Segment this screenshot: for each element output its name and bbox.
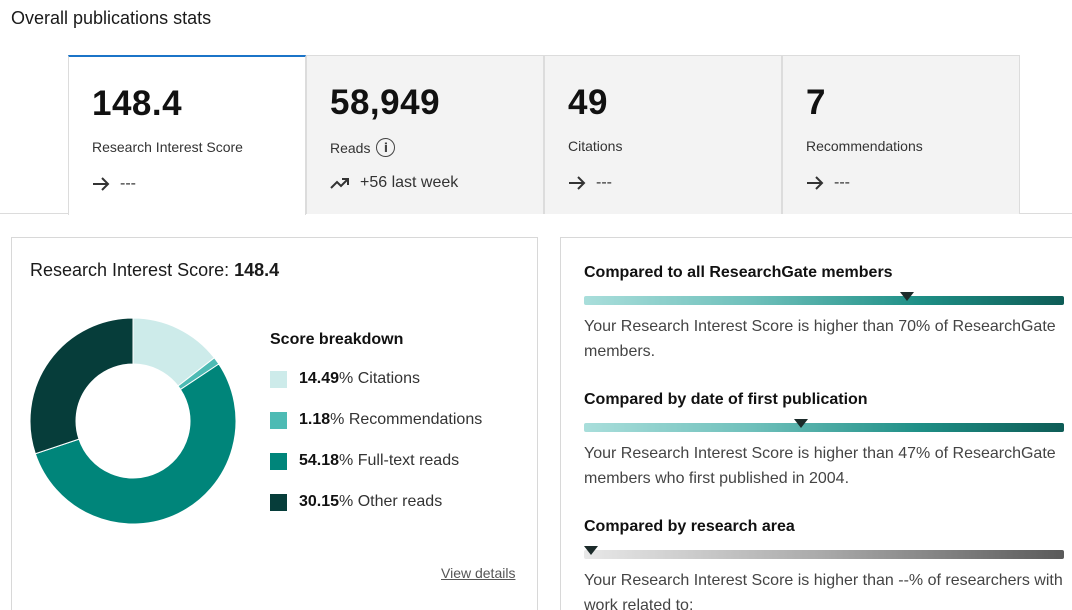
legend-swatch [270, 452, 287, 470]
stat-trend-text: --- [596, 174, 612, 191]
legend-swatch [270, 370, 287, 388]
compare-title: Compared by date of first publication [584, 391, 868, 408]
page-title: Overall publications stats [11, 8, 212, 28]
arrow-right-icon [568, 176, 586, 190]
percentile-bar-track [584, 550, 1064, 559]
percentile-bar [584, 546, 1064, 559]
view-details-link[interactable]: View details [441, 565, 516, 581]
info-icon[interactable]: i [376, 138, 396, 157]
compare-text: Your Research Interest Score is higher t… [584, 445, 1056, 487]
compare-text: Your Research Interest Score is higher t… [584, 572, 1063, 610]
percentile-bar [584, 292, 1064, 305]
stat-label-text: Research Interest Score [92, 139, 243, 155]
tab-research-interest-score[interactable]: 148.4 Research Interest Score --- [68, 55, 306, 215]
stat-label: Reads i [330, 138, 396, 157]
legend-percent: 1.18 [299, 411, 331, 428]
compare-text: Your Research Interest Score is higher t… [584, 318, 1056, 360]
stat-label-text: Reads [330, 139, 371, 156]
breakdown-title: Score breakdown [270, 331, 404, 348]
percentile-bar-track [584, 296, 1064, 305]
legend-full-text-reads: 54.18% Full-text reads [270, 452, 459, 470]
stat-label-text: Citations [568, 138, 623, 154]
legend-swatch [270, 493, 287, 511]
comparison-card: Compared to all ResearchGate members You… [560, 237, 1072, 610]
stats-tabs: 148.4 Research Interest Score --- 58,949… [0, 55, 1072, 215]
stat-label: Citations [568, 138, 622, 154]
tab-citations[interactable]: 49 Citations --- [544, 55, 782, 214]
legend-label: % Citations [339, 370, 420, 387]
stat-trend-text: +56 last week [360, 174, 459, 191]
score-breakdown-card: Research Interest Score: 148.4 Score bre… [11, 237, 538, 610]
legend-percent: 54.18 [299, 452, 340, 469]
legend-other-reads: 30.15% Other reads [270, 493, 442, 511]
percentile-marker [584, 546, 598, 555]
percentile-bar-track [584, 423, 1064, 432]
legend-label: % Other reads [339, 493, 443, 510]
stat-value: 49 [568, 83, 608, 122]
compare-all-members: Compared to all ResearchGate members You… [584, 264, 1064, 364]
compare-research-area: Compared by research area Your Research … [584, 518, 1064, 610]
stat-trend: +56 last week [330, 174, 458, 192]
trending-up-icon [330, 176, 350, 190]
score-heading-label: Research Interest Score: [30, 260, 235, 280]
stat-value: 148.4 [92, 84, 183, 123]
stat-trend: --- [568, 174, 612, 192]
legend-recommendations: 1.18% Recommendations [270, 411, 482, 429]
donut-slice [34, 363, 237, 525]
legend-swatch [270, 411, 287, 429]
tab-reads[interactable]: 58,949 Reads i +56 last week [306, 55, 544, 214]
donut-slice [29, 317, 134, 455]
score-heading-value: 148.4 [234, 260, 280, 280]
arrow-right-icon [92, 177, 110, 191]
compare-title: Compared by research area [584, 518, 795, 535]
stat-trend: --- [806, 174, 850, 192]
stat-trend-text: --- [120, 175, 136, 192]
legend-percent: 30.15 [299, 493, 340, 510]
legend-percent: 14.49 [299, 370, 340, 387]
legend-citations: 14.49% Citations [270, 370, 420, 388]
percentile-marker [793, 419, 808, 428]
stat-value: 7 [806, 83, 826, 122]
stat-trend: --- [92, 175, 136, 193]
stat-value: 58,949 [330, 83, 441, 122]
score-heading: Research Interest Score: 148.4 [30, 260, 279, 281]
score-donut-chart [29, 317, 237, 525]
stat-label: Research Interest Score [92, 139, 243, 155]
stat-label: Recommendations [806, 138, 923, 154]
compare-first-publication: Compared by date of first publication Yo… [584, 391, 1064, 491]
compare-title: Compared to all ResearchGate members [584, 264, 893, 281]
legend-label: % Recommendations [330, 411, 483, 428]
percentile-marker [899, 292, 914, 301]
stat-trend-text: --- [834, 174, 850, 191]
legend-label: % Full-text reads [339, 452, 460, 469]
percentile-bar [584, 419, 1064, 432]
tab-recommendations[interactable]: 7 Recommendations --- [782, 55, 1020, 214]
arrow-right-icon [806, 176, 824, 190]
stat-label-text: Recommendations [806, 138, 923, 154]
